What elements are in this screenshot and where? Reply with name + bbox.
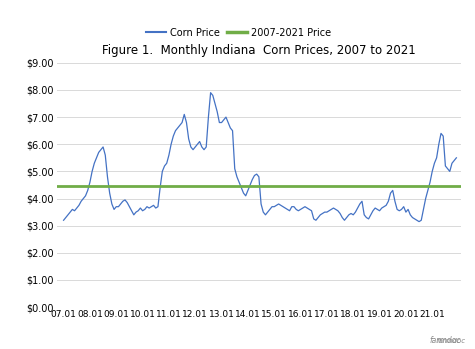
Line: Corn Price: Corn Price — [64, 93, 456, 222]
2007-2021 Price — [63, 184, 68, 188]
Corn Price — [416, 220, 422, 224]
Title: Figure 1.  Monthly Indiana  Corn Prices, 2007 to 2021: Figure 1. Monthly Indiana Corn Prices, 2… — [102, 44, 416, 58]
Corn Price — [445, 166, 450, 171]
Text: farmdoc: farmdoc — [437, 338, 466, 344]
Corn Price — [67, 210, 73, 214]
Text: farmdocDAILY: farmdocDAILY — [408, 336, 461, 346]
Corn Price — [412, 217, 418, 221]
Corn Price — [107, 191, 113, 195]
Text: farmdoc: farmdoc — [429, 336, 461, 346]
Legend: Corn Price, 2007-2021 Price: Corn Price, 2007-2021 Price — [142, 24, 335, 42]
2007-2021 Price — [61, 184, 67, 188]
Corn Price — [142, 207, 148, 211]
Corn Price — [454, 156, 459, 160]
Corn Price — [61, 218, 67, 222]
Corn Price — [212, 102, 218, 106]
Corn Price — [208, 91, 213, 95]
